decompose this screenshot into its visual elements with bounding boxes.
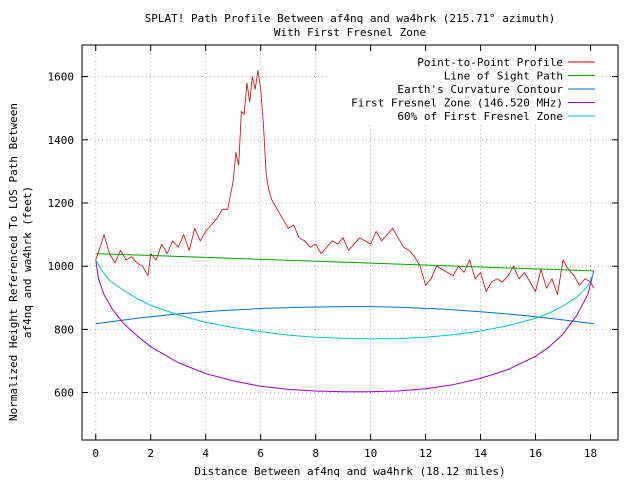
legend-background [330, 52, 602, 122]
y-tick-label: 1600 [48, 71, 75, 84]
legend-label-0: Point-to-Point Profile [417, 56, 563, 69]
series-group [95, 69, 595, 393]
y-tick-label: 1400 [48, 134, 75, 147]
x-tick-label: 0 [92, 447, 99, 460]
y-tick-label: 600 [54, 387, 74, 400]
x-tick-label: 12 [419, 447, 432, 460]
legend-label-1: Line of Sight Path [444, 70, 563, 83]
y-tick-label: 800 [54, 323, 74, 336]
x-tick-label: 14 [474, 447, 488, 460]
legend-label-2: Earth's Curvature Contour [397, 83, 563, 96]
chart-subtitle: With First Fresnel Zone [274, 26, 426, 39]
x-tick-label: 10 [364, 447, 377, 460]
series-line-1 [95, 253, 594, 272]
y-axis-label-line1: Normalized Height Referenced To LOS Path… [7, 103, 20, 421]
y-axis-label-line2: af4nq and wa4hrk (feet) [21, 186, 34, 338]
x-tick-label: 18 [584, 447, 597, 460]
series-line-3 [95, 259, 595, 393]
legend-label-3: First Fresnel Zone (146.520 MHz) [351, 97, 563, 110]
x-tick-label: 16 [529, 447, 542, 460]
chart-title: SPLAT! Path Profile Between af4nq and wa… [145, 12, 556, 25]
legend-label-4: 60% of First Fresnel Zone [397, 110, 563, 123]
x-tick-label: 4 [202, 447, 209, 460]
x-tick-label: 8 [312, 447, 319, 460]
series-line-0 [95, 69, 595, 296]
plot-frame [81, 44, 619, 441]
x-tick-label: 2 [147, 447, 154, 460]
axes: 0 2 4 6 8 10 12 14 16 18 600 800 1000 1200 1400 1600 [48, 44, 619, 460]
y-tick-label: 1000 [48, 260, 75, 273]
y-tick-label: 1200 [48, 197, 75, 210]
series-line-2 [95, 306, 594, 325]
series-line-4 [95, 259, 595, 340]
x-tick-label: 6 [257, 447, 264, 460]
x-axis-label: Distance Between af4nq and wa4hrk (18.12… [194, 465, 505, 478]
